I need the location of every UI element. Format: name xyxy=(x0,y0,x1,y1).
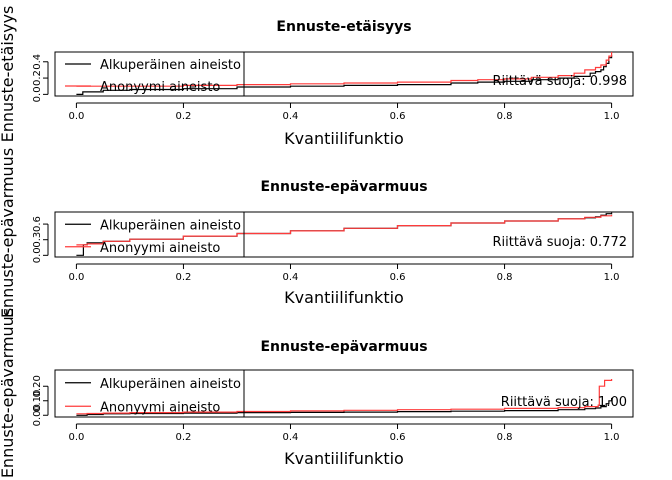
x-tick-label: 0.2 xyxy=(175,111,191,122)
x-tick-label: 0.0 xyxy=(68,432,84,443)
legend-label: Anonyymi aineisto xyxy=(100,241,220,256)
x-tick-label: 1.0 xyxy=(604,432,620,443)
y-tick-label: 0.00 xyxy=(32,404,43,426)
legend-box xyxy=(54,369,245,418)
chart-title: Ennuste-etäisyys xyxy=(276,19,411,35)
chart-title: Ennuste-epävarmuus xyxy=(260,179,427,195)
x-tick-label: 0.2 xyxy=(175,432,191,443)
x-tick-label: 0.0 xyxy=(68,111,84,122)
series-line-original xyxy=(76,397,613,416)
x-tick-label: 0.8 xyxy=(497,111,513,122)
legend-label: Anonyymi aineisto xyxy=(100,400,220,415)
y-axis-label: Ennuste-etäisyys xyxy=(0,6,17,143)
protection-annotation: Riittävä suoja: 1.00 xyxy=(501,395,627,410)
x-tick-label: 0.0 xyxy=(68,272,84,283)
x-tick-label: 0.8 xyxy=(497,432,513,443)
x-tick-label: 1.0 xyxy=(604,111,620,122)
x-tick-label: 0.4 xyxy=(283,432,299,443)
series-line-original xyxy=(76,55,613,95)
legend-label: Alkuperäinen aineisto xyxy=(100,58,241,73)
x-tick-label: 1.0 xyxy=(604,272,620,283)
series-line-anonymous xyxy=(76,52,613,87)
y-tick-label: 0.3 xyxy=(32,232,43,248)
y-tick-label: 0.2 xyxy=(32,70,43,86)
series-line-anonymous xyxy=(76,214,613,246)
x-tick-label: 0.6 xyxy=(390,111,406,122)
y-tick-label: 0.6 xyxy=(32,216,43,232)
y-tick-label: 0.0 xyxy=(32,247,43,263)
x-tick-label: 0.8 xyxy=(497,272,513,283)
y-axis-label: Ennuste-epävarmuus xyxy=(0,308,17,478)
x-tick-label: 0.6 xyxy=(390,432,406,443)
protection-annotation: Riittävä suoja: 0.772 xyxy=(493,235,627,250)
legend-label: Alkuperäinen aineisto xyxy=(100,218,241,233)
legend-box xyxy=(54,211,245,258)
x-axis-label: Kvantiilifunktio xyxy=(284,288,404,307)
chart-title: Ennuste-epävarmuus xyxy=(260,339,427,355)
y-tick-label: 0.4 xyxy=(32,54,43,70)
protection-annotation: Riittävä suoja: 0.998 xyxy=(493,74,627,89)
x-tick-label: 0.6 xyxy=(390,272,406,283)
series-line-anonymous xyxy=(76,379,613,415)
y-tick-label: 0.20 xyxy=(32,375,43,397)
x-tick-label: 0.4 xyxy=(283,111,299,122)
legend-label: Alkuperäinen aineisto xyxy=(100,377,241,392)
x-tick-label: 0.2 xyxy=(175,272,191,283)
y-axis-label: Ennuste-epävarmuus xyxy=(0,148,17,318)
legend-box xyxy=(54,51,245,97)
y-tick-label: 0.10 xyxy=(32,390,43,412)
legend-label: Anonyymi aineisto xyxy=(100,80,220,95)
x-axis-label: Kvantiilifunktio xyxy=(284,449,404,468)
y-tick-label: 0.0 xyxy=(32,86,43,102)
x-axis-label: Kvantiilifunktio xyxy=(284,129,404,148)
x-tick-label: 0.4 xyxy=(283,272,299,283)
